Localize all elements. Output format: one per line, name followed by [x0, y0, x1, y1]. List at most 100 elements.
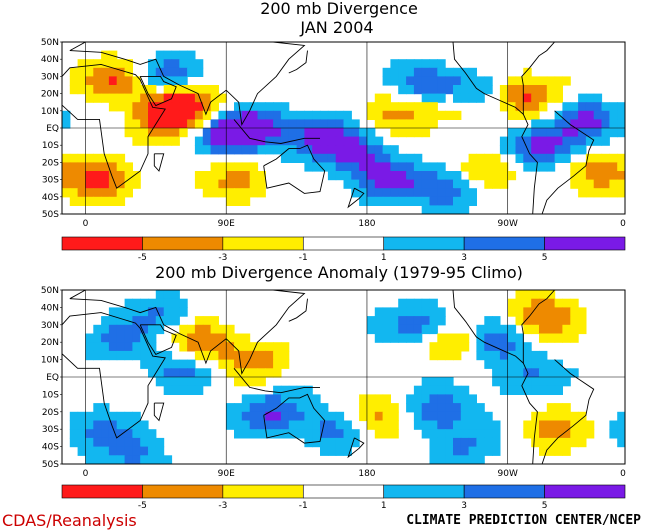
divergence-field-cell [116, 153, 126, 163]
divergence-field-cell [382, 324, 391, 335]
divergence-field-cell [241, 359, 251, 369]
divergence-field-cell [249, 368, 259, 378]
divergence-field-cell [241, 136, 251, 146]
divergence-field-cell [460, 196, 470, 206]
divergence-field-cell [187, 333, 196, 343]
divergence-field-cell [562, 411, 571, 422]
divergence-field-cell [187, 85, 196, 95]
divergence-field-cell [343, 128, 352, 138]
divergence-field-cell [312, 420, 321, 430]
divergence-field-cell [280, 128, 290, 138]
divergence-field-cell [578, 145, 587, 155]
divergence-field-cell [609, 188, 618, 198]
divergence-field-cell [116, 324, 126, 335]
divergence-field-cell [593, 179, 603, 189]
divergence-field-cell [578, 93, 587, 103]
divergence-field-cell [476, 162, 485, 172]
divergence-field-cell [257, 110, 266, 120]
divergence-field-cell [218, 128, 227, 138]
divergence-field-cell [93, 153, 102, 163]
divergence-field-cell [523, 298, 532, 308]
divergence-field-cell [382, 333, 391, 343]
divergence-field-cell [155, 290, 165, 300]
divergence-field-cell [320, 119, 329, 129]
divergence-field-cell [468, 455, 477, 464]
divergence-field-cell [124, 420, 133, 430]
divergence-field-cell [453, 196, 462, 206]
divergence-field-cell [179, 385, 188, 395]
divergence-field-cell [241, 162, 251, 172]
divergence-field-cell [554, 429, 563, 439]
divergence-field-cell [249, 188, 259, 198]
divergence-field-cell [148, 110, 157, 120]
divergence-field-cell [179, 110, 188, 120]
divergence-field-cell [484, 446, 493, 456]
longitude-label: 0 [83, 469, 89, 479]
divergence-field-cell [562, 429, 571, 439]
divergence-field-cell [265, 359, 274, 369]
divergence-field-cell [499, 85, 509, 95]
divergence-field-cell [163, 50, 173, 60]
divergence-field-cell [437, 205, 446, 214]
divergence-field-cell [460, 420, 470, 430]
divergence-field-cell [421, 102, 431, 112]
divergence-field-cell [85, 429, 94, 439]
divergence-field-cell [280, 136, 290, 146]
divergence-field-cell [320, 162, 329, 172]
divergence-field-cell [265, 350, 274, 361]
divergence-field-cell [476, 153, 485, 163]
divergence-field-cell [93, 446, 102, 456]
divergence-field-cell [249, 145, 259, 155]
divergence-field-cell [390, 411, 399, 422]
divergence-field-cell [562, 119, 571, 129]
divergence-field-cell [460, 446, 470, 456]
divergence-field-cell [437, 455, 446, 464]
divergence-field-cell [531, 377, 540, 387]
divergence-field-cell [499, 162, 509, 172]
divergence-field-cell [226, 403, 235, 413]
colorbar-tick-label: 3 [461, 501, 467, 511]
divergence-field-cell [515, 350, 524, 361]
divergence-field-cell [273, 368, 282, 378]
divergence-field-cell [453, 437, 462, 448]
divergence-field-cell [374, 171, 384, 181]
divergence-field-cell [492, 179, 501, 189]
divergence-field-cell [155, 102, 165, 112]
divergence-field-cell [124, 298, 133, 308]
divergence-field-cell [578, 324, 587, 335]
divergence-field-cell [390, 153, 399, 163]
divergence-field-cell [499, 145, 509, 155]
divergence-field-cell [273, 359, 282, 369]
divergence-field-cell [531, 128, 540, 138]
divergence-field-cell [343, 429, 352, 439]
divergence-field-cell [390, 119, 399, 129]
divergence-field-cell [265, 429, 274, 439]
divergence-field-cell [124, 76, 133, 86]
divergence-field-cell [390, 102, 399, 112]
divergence-field-cell [116, 455, 126, 464]
divergence-field-cell [382, 403, 391, 413]
divergence-field-cell [585, 162, 595, 172]
divergence-field-cell [374, 188, 384, 198]
divergence-field-cell [492, 368, 501, 378]
divergence-field-cell [116, 188, 126, 198]
longitude-label: 90E [218, 469, 235, 479]
divergence-field-cell [570, 102, 579, 112]
divergence-field-cell [93, 93, 102, 103]
divergence-field-cell [374, 145, 384, 155]
divergence-field-cell [570, 110, 579, 120]
divergence-field-cell [296, 128, 305, 138]
divergence-field-cell [241, 119, 251, 129]
divergence-field-cell [468, 76, 477, 86]
divergence-field-cell [539, 102, 548, 112]
divergence-field-cell [304, 145, 313, 155]
divergence-field-cell [539, 162, 548, 172]
colorbar-total: -5 -3 -1 1 3 5 [61, 236, 626, 263]
divergence-field-cell [601, 162, 610, 172]
divergence-field-cell [210, 128, 219, 138]
coastline [233, 119, 320, 144]
divergence-field-cell [304, 429, 313, 439]
divergence-field-cell [77, 85, 86, 95]
divergence-field-cell [327, 119, 337, 129]
divergence-field-cell [554, 324, 563, 335]
